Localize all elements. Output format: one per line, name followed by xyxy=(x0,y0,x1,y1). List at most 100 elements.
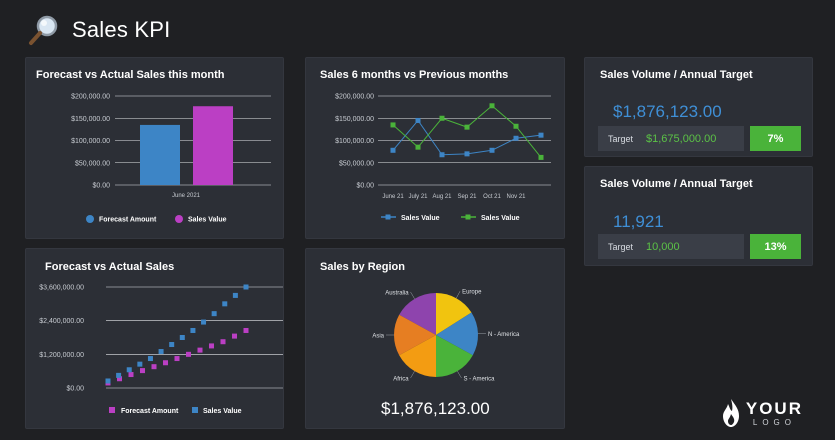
target-value: 10,000 xyxy=(646,240,680,253)
pie-slice xyxy=(436,312,478,356)
brand-logo: YOUR LOGO xyxy=(722,398,803,428)
y-tick-label: $50,000.00 xyxy=(339,160,374,167)
pie-slice xyxy=(399,335,436,377)
x-tick-label: Nov 21 xyxy=(506,194,526,200)
data-point xyxy=(174,356,180,362)
panel-title: Sales Volume / Annual Target xyxy=(600,178,753,190)
y-tick-label: $0.00 xyxy=(92,183,110,190)
pie-label-leader xyxy=(410,371,415,379)
data-point xyxy=(169,342,175,348)
six-months-panel: Sales 6 months vs Previous months $0.00 $… xyxy=(305,57,565,239)
y-tick-label: $0.00 xyxy=(66,386,84,393)
y-tick-label: $0.00 xyxy=(356,183,374,190)
data-point xyxy=(232,333,237,339)
legend-label: Sales Value xyxy=(401,215,440,222)
percent-badge: 7% xyxy=(750,126,801,151)
legend-marker-sales xyxy=(192,407,198,413)
data-point xyxy=(197,347,203,353)
data-point xyxy=(538,132,544,138)
panel-title: Sales Volume / Annual Target xyxy=(600,69,753,81)
y-tick-label: $100,000.00 xyxy=(71,138,110,145)
data-point xyxy=(390,122,396,128)
pie-label-leader xyxy=(410,291,415,299)
legend-label: Sales Value xyxy=(481,215,520,222)
brand-text-top: YOUR xyxy=(745,398,803,418)
y-tick-label: $150,000.00 xyxy=(335,116,374,123)
pie-label: Asia xyxy=(372,334,384,340)
data-point xyxy=(538,154,544,160)
pie-label-leader xyxy=(457,371,462,379)
y-tick-label: $3,600,000.00 xyxy=(39,285,84,292)
target-label: Target xyxy=(608,241,634,252)
legend-marker-forecast xyxy=(109,407,115,413)
kpi-value: 11,921 xyxy=(613,212,664,231)
data-point xyxy=(179,335,185,340)
pie-slice xyxy=(436,293,472,335)
legend-marker-sales xyxy=(175,215,183,223)
panel-title: Forecast vs Actual Sales xyxy=(45,261,175,273)
series-line-1 xyxy=(392,105,542,158)
x-tick-label: Sep 21 xyxy=(457,194,477,200)
forecast-month-chart: $0.00 $50,000.00 $100,000.00 $150,000.00 $20… xyxy=(71,94,271,224)
x-tick-label: June 21 xyxy=(382,194,404,200)
pie-label: S - America xyxy=(463,377,495,383)
forecast-month-panel: Forecast vs Actual Sales this month $0.0… xyxy=(25,57,284,239)
panel-title: Sales 6 months vs Previous months xyxy=(320,69,509,81)
region-panel: Sales by Region Australia Europe N - Ameri… xyxy=(305,248,565,429)
x-tick-label: Aug 21 xyxy=(432,194,452,200)
region-pie-chart: Australia Europe N - America S - America Afr… xyxy=(372,290,520,383)
data-point xyxy=(209,343,214,349)
panel-title: Forecast vs Actual Sales this month xyxy=(36,69,225,81)
data-point xyxy=(243,284,249,290)
data-point xyxy=(147,356,153,362)
data-point xyxy=(151,364,157,370)
data-point xyxy=(201,319,207,325)
data-point xyxy=(105,378,111,384)
pie-label: N - America xyxy=(488,332,520,338)
kpi-sales-count-panel: Sales Volume / Annual Target 11,921 Targ… xyxy=(584,166,813,266)
data-point xyxy=(126,367,132,373)
x-tick-label: Oct 21 xyxy=(483,194,501,200)
pie-label-leader xyxy=(456,291,461,299)
flame-icon xyxy=(722,399,739,427)
data-point xyxy=(117,376,122,382)
legend-label: Forecast Amount xyxy=(99,217,157,224)
pie-label: Europe xyxy=(462,290,482,296)
panel-title: Sales by Region xyxy=(320,261,405,273)
target-value: $1,675,000.00 xyxy=(646,132,717,145)
forecast-actual-panel: Forecast vs Actual Sales $0.00 $1,200,000… xyxy=(25,248,284,429)
data-point xyxy=(137,361,143,367)
pie-slice xyxy=(436,335,473,377)
data-point xyxy=(232,292,238,298)
kpi-sales-volume-panel: Sales Volume / Annual Target $1,876,123.… xyxy=(584,57,813,157)
data-point xyxy=(439,152,445,158)
legend-label: Sales Value xyxy=(203,408,242,415)
data-point xyxy=(464,124,470,130)
legend-marker-blue xyxy=(385,214,391,220)
data-point xyxy=(222,301,228,307)
pie-label: Africa xyxy=(393,377,409,383)
legend-marker-green xyxy=(465,214,471,220)
y-tick-label: $200,000.00 xyxy=(71,94,110,101)
data-point xyxy=(489,103,495,109)
bar-0 xyxy=(140,124,180,185)
data-point xyxy=(140,368,145,374)
data-point xyxy=(415,144,421,150)
data-point xyxy=(186,351,191,357)
forecast-actual-chart: $0.00 $1,200,000.00 $2,400,000.00 $3,600,00… xyxy=(39,284,283,415)
pie-label: Australia xyxy=(385,290,409,296)
x-tick-label: July 21 xyxy=(408,194,428,200)
bar-1 xyxy=(193,106,233,185)
y-tick-label: $100,000.00 xyxy=(335,138,374,145)
six-months-chart: $0.00 $50,000.00 $100,000.00 $150,000.00 $20… xyxy=(335,94,551,222)
y-tick-label: $2,400,000.00 xyxy=(39,318,84,325)
pie-slice xyxy=(399,293,436,335)
x-tick-label: June 2021 xyxy=(172,193,201,199)
data-point xyxy=(513,123,519,129)
data-point xyxy=(415,117,421,123)
data-point xyxy=(464,151,470,157)
legend-marker-forecast xyxy=(86,215,94,223)
data-point xyxy=(243,327,249,333)
page-title: Sales KPI xyxy=(72,17,171,42)
brand-text-bottom: LOGO xyxy=(752,417,796,427)
